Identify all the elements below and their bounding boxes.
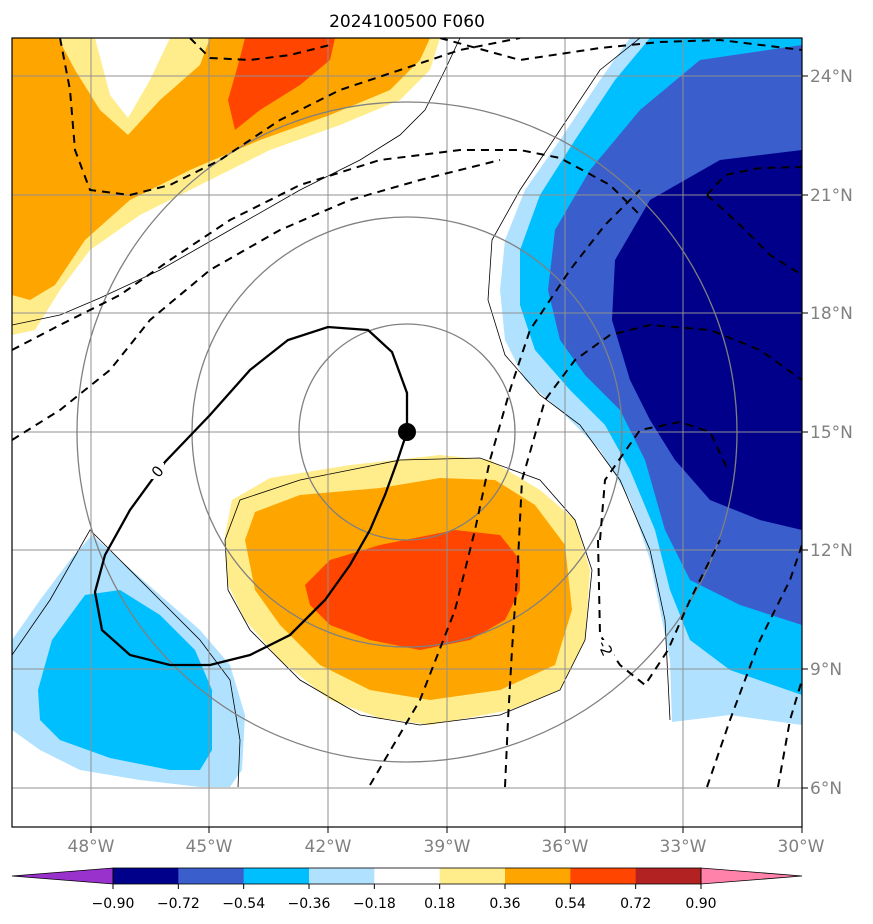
colorbar: −0.90 −0.72 −0.54 −0.36 −0.18 0.18 0.36 0.54 0.7… [11,867,803,912]
dashed-contours [12,38,802,788]
lon-label: 48°W [68,837,115,857]
colorbar-cell [570,868,637,884]
lon-label: 33°W [660,837,707,857]
colorbar-cell [635,868,702,884]
minus-two-label-bg [598,640,614,658]
colorbar-tick-label: 0.54 [555,896,586,912]
colorbar-cell [374,868,441,884]
lon-label: 36°W [542,837,589,857]
plot-title: 2024100500 F060 [329,12,485,32]
colorbar-tick-label: −0.54 [222,896,265,912]
zero-contour-line [93,325,409,667]
axis-ticks [90,75,808,833]
negative-anomaly-southwest [12,535,245,787]
lon-label: 30°W [778,837,825,857]
negative-anomaly-east [500,38,802,725]
lon-label: 39°W [424,837,471,857]
colorbar-cell [309,868,375,884]
colorbar-cell [243,868,310,884]
colorbar-cell [178,868,245,884]
lat-label: 24°N [810,67,853,87]
longitude-labels: 48°W 45°W 42°W 39°W 36°W 33°W 30°W [68,837,825,857]
map-area: 0 -2 [12,38,802,827]
lat-label: 6°N [810,779,842,799]
colorbar-tick-label: −0.36 [288,896,331,912]
lat-label: 21°N [810,186,853,206]
colorbar-cell [113,868,179,884]
colorbar-extend-low [12,868,113,884]
lat-label: 18°N [810,304,853,324]
latitude-labels: 24°N 21°N 18°N 15°N 12°N 9°N 6°N [810,67,853,799]
colorbar-tick-label: 0.72 [620,896,651,912]
colorbar-cell [439,868,506,884]
storm-center-marker [398,423,416,441]
lon-label: 42°W [305,837,352,857]
colorbar-tick-label: −0.18 [353,896,396,912]
colorbar-tick-label: 0.90 [685,896,716,912]
positive-anomaly-center [225,455,590,725]
lat-label: 12°N [810,541,853,561]
colorbar-extend-high [701,868,802,884]
colorbar-tick-label: −0.90 [92,896,135,912]
range-rings [76,101,738,763]
lat-label: 9°N [810,660,842,680]
lon-label: 45°W [186,837,233,857]
colorbar-tick-label: −0.72 [157,896,200,912]
lat-label: 15°N [810,423,853,443]
colorbar-cell [505,868,571,884]
zero-label-bg [150,463,164,479]
minus-two-contour-label: -2 [594,638,617,659]
colorbar-tick-label: 0.36 [489,896,520,912]
graticule [12,38,802,827]
colorbar-tick-label: 0.18 [424,896,455,912]
positive-anomaly-north [12,38,440,335]
